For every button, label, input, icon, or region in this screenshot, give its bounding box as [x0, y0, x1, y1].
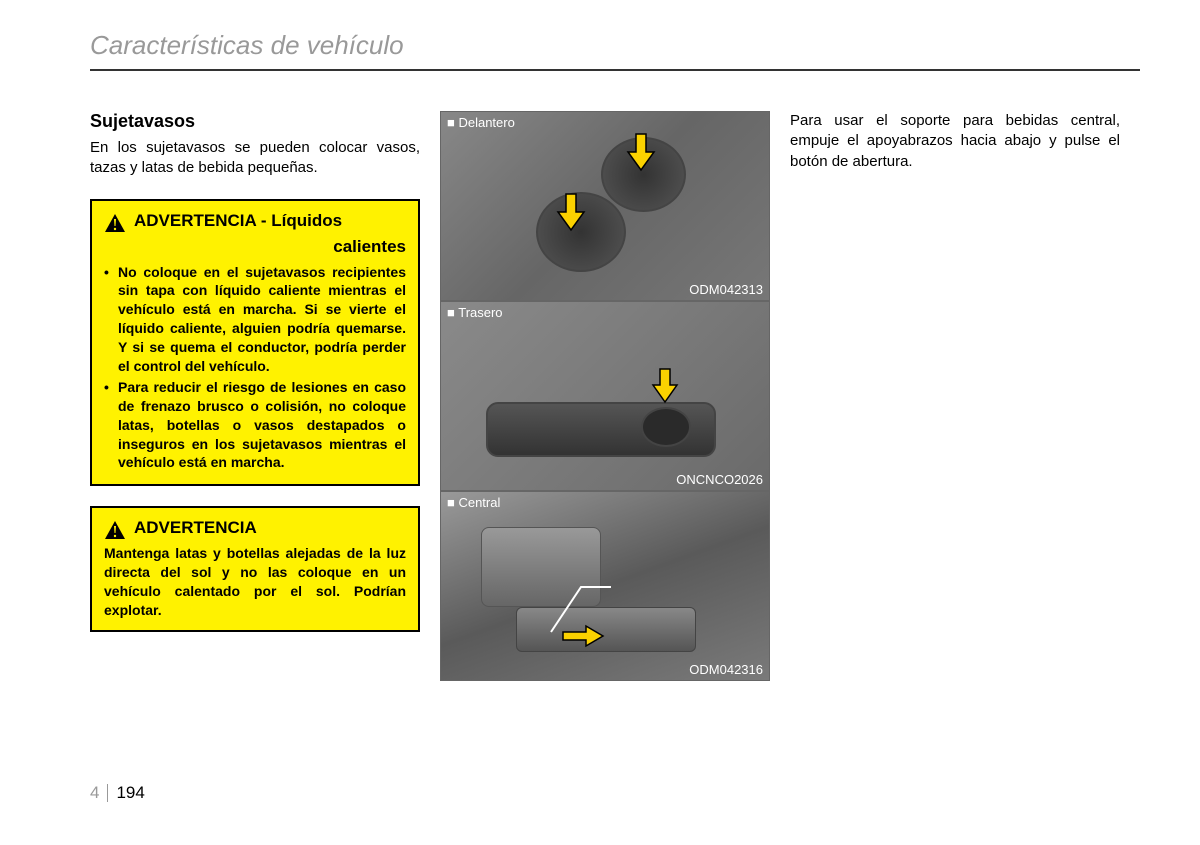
arrow-down-icon	[556, 192, 586, 232]
page-footer: 4 194	[90, 783, 145, 803]
indicator-line	[546, 582, 616, 637]
warning-text: Mantenga latas y botellas alejadas de la…	[104, 544, 406, 620]
image-code: ONCNCO2026	[676, 472, 763, 487]
center-column: ■ Delantero ODM042313 ■ Trasero ONCNCO20…	[440, 111, 770, 681]
intro-text: En los sujetavasos se pueden colocar vas…	[90, 138, 420, 179]
page-divider	[107, 784, 108, 802]
image-label: ■ Trasero	[447, 305, 503, 320]
chapter-number: 4	[90, 783, 99, 803]
right-column: Para usar el soporte para bebidas centra…	[790, 111, 1120, 681]
image-panel-rear: ■ Trasero ONCNCO2026	[440, 301, 770, 491]
cupholder-shape	[641, 407, 691, 447]
left-column: Sujetavasos En los sujetavasos se pueden…	[90, 111, 420, 681]
image-label: ■ Delantero	[447, 115, 515, 130]
image-panel-front: ■ Delantero ODM042313	[440, 111, 770, 301]
warning-subtitle: calientes	[104, 237, 406, 257]
warning-header: ADVERTENCIA - Líquidos	[104, 211, 406, 233]
warning-header: ADVERTENCIA	[104, 518, 406, 540]
warning-triangle-icon	[104, 213, 126, 233]
warning-list: No coloque en el sujetavasos recipientes…	[104, 263, 406, 473]
warning-box-sun: ADVERTENCIA Mantenga latas y botellas al…	[90, 506, 420, 632]
warning-title: ADVERTENCIA	[134, 518, 257, 538]
arrow-down-icon	[651, 367, 679, 405]
image-code: ODM042316	[689, 662, 763, 677]
arrow-down-icon	[626, 132, 656, 172]
warning-title: ADVERTENCIA - Líquidos	[134, 211, 342, 231]
page-title: Características de vehículo	[90, 30, 1140, 61]
warning-triangle-icon	[104, 520, 126, 540]
content-wrapper: Sujetavasos En los sujetavasos se pueden…	[90, 111, 1140, 681]
usage-text: Para usar el soporte para bebidas centra…	[790, 111, 1120, 172]
image-panel-center: ■ Central ODM042316	[440, 491, 770, 681]
header-divider	[90, 69, 1140, 71]
section-heading: Sujetavasos	[90, 111, 420, 132]
page-header: Características de vehículo	[90, 30, 1140, 71]
page-number: 194	[116, 783, 144, 803]
warning-box-liquids: ADVERTENCIA - Líquidos calientes No colo…	[90, 199, 420, 487]
warning-item: No coloque en el sujetavasos recipientes…	[104, 263, 406, 376]
image-label: ■ Central	[447, 495, 500, 510]
warning-item: Para reducir el riesgo de lesiones en ca…	[104, 378, 406, 472]
image-code: ODM042313	[689, 282, 763, 297]
